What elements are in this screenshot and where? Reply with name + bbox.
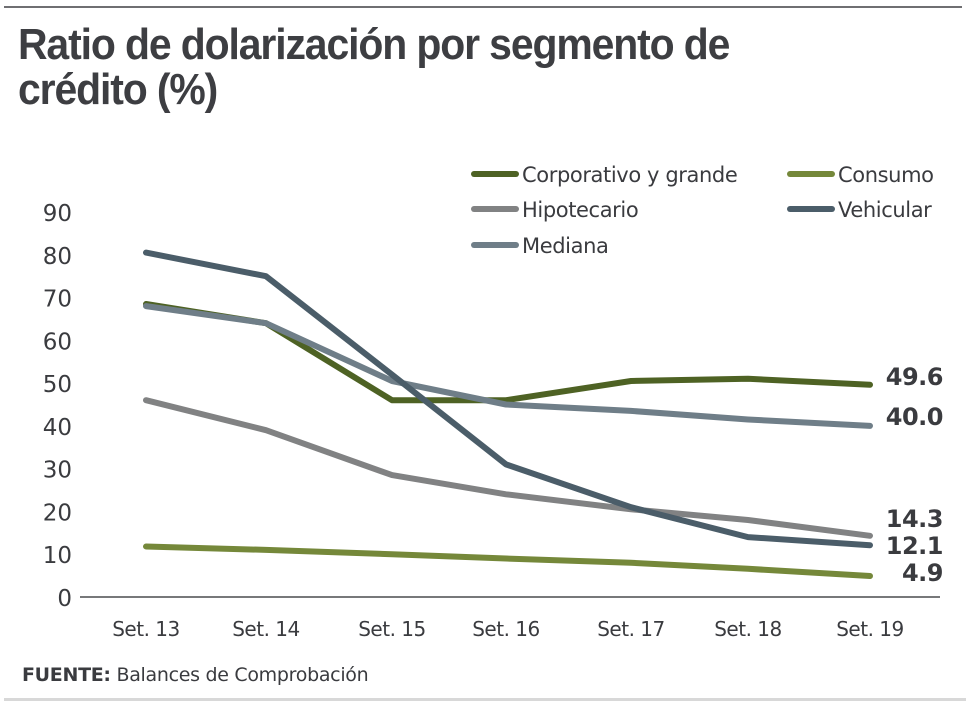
y-tick-label: 30 bbox=[43, 458, 72, 484]
x-tick-label: Set. 15 bbox=[358, 617, 426, 641]
end-value-label: 49.6 bbox=[886, 363, 943, 391]
end-labels: 49.6 4.9 14.312.1 40.0 bbox=[886, 363, 944, 587]
end-value-label: 14.3 bbox=[886, 505, 943, 533]
y-tick-label: 70 bbox=[43, 287, 72, 313]
legend-label: Mediana bbox=[522, 234, 608, 258]
x-tick-label: Set. 17 bbox=[597, 617, 665, 641]
x-tick-label: Set. 16 bbox=[472, 617, 540, 641]
y-tick-label: 50 bbox=[43, 372, 72, 398]
x-tick-label: Set. 13 bbox=[112, 617, 180, 641]
top-rule bbox=[4, 6, 962, 8]
y-tick-label: 0 bbox=[57, 586, 72, 612]
y-tick-label: 80 bbox=[43, 244, 72, 270]
legend-label: Vehicular bbox=[838, 198, 932, 222]
end-value-label: 40.0 bbox=[886, 403, 943, 431]
x-tick-label: Set. 14 bbox=[232, 617, 300, 641]
y-tick-label: 20 bbox=[43, 500, 72, 526]
series-line-consumo bbox=[143, 543, 873, 579]
y-tick-label: 90 bbox=[43, 201, 72, 227]
y-tick-label: 60 bbox=[43, 329, 72, 355]
legend-label: Consumo bbox=[838, 163, 934, 187]
source-label: FUENTE: bbox=[22, 664, 111, 686]
series-lines bbox=[143, 249, 873, 579]
series-line-mediana bbox=[143, 303, 873, 429]
legend-label: Hipotecario bbox=[522, 198, 638, 222]
legend: Corporativo y grande Consumo Hipotecario Ve… bbox=[471, 163, 934, 258]
x-axis: Set. 13 Set. 14 Set. 15 Set. 16 Set. 17 Set. … bbox=[112, 617, 904, 641]
x-tick-label: Set. 19 bbox=[836, 617, 904, 641]
bottom-rule bbox=[4, 698, 966, 701]
legend-label: Corporativo y grande bbox=[522, 163, 737, 187]
chart-title: Ratio de dolarización por segmento de cr… bbox=[18, 20, 730, 114]
y-tick-label: 10 bbox=[43, 543, 72, 569]
series-line-corporativo-y-grande bbox=[143, 301, 873, 404]
source-text: Balances de Comprobación bbox=[116, 664, 369, 686]
source-note: FUENTE: Balances de Comprobación bbox=[22, 664, 369, 686]
end-value-label: 4.9 bbox=[902, 559, 943, 587]
y-tick-label: 40 bbox=[43, 415, 72, 441]
end-value-label: 12.1 bbox=[886, 532, 943, 560]
x-tick-label: Set. 18 bbox=[714, 617, 782, 641]
y-axis: 0 10 20 30 40 50 60 70 80 90 bbox=[43, 201, 72, 612]
